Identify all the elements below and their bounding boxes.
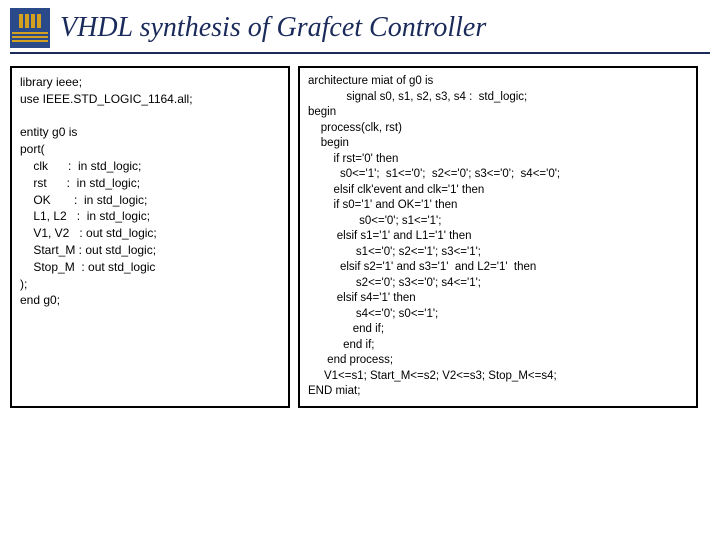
architecture-code-block: architecture miat of g0 is signal s0, s1… bbox=[298, 66, 698, 408]
content-area: library ieee; use IEEE.STD_LOGIC_1164.al… bbox=[0, 66, 720, 408]
entity-code-block: library ieee; use IEEE.STD_LOGIC_1164.al… bbox=[10, 66, 290, 408]
page-title: VHDL synthesis of Grafcet Controller bbox=[60, 12, 486, 44]
logo-icon bbox=[10, 8, 50, 48]
title-divider bbox=[10, 52, 710, 54]
